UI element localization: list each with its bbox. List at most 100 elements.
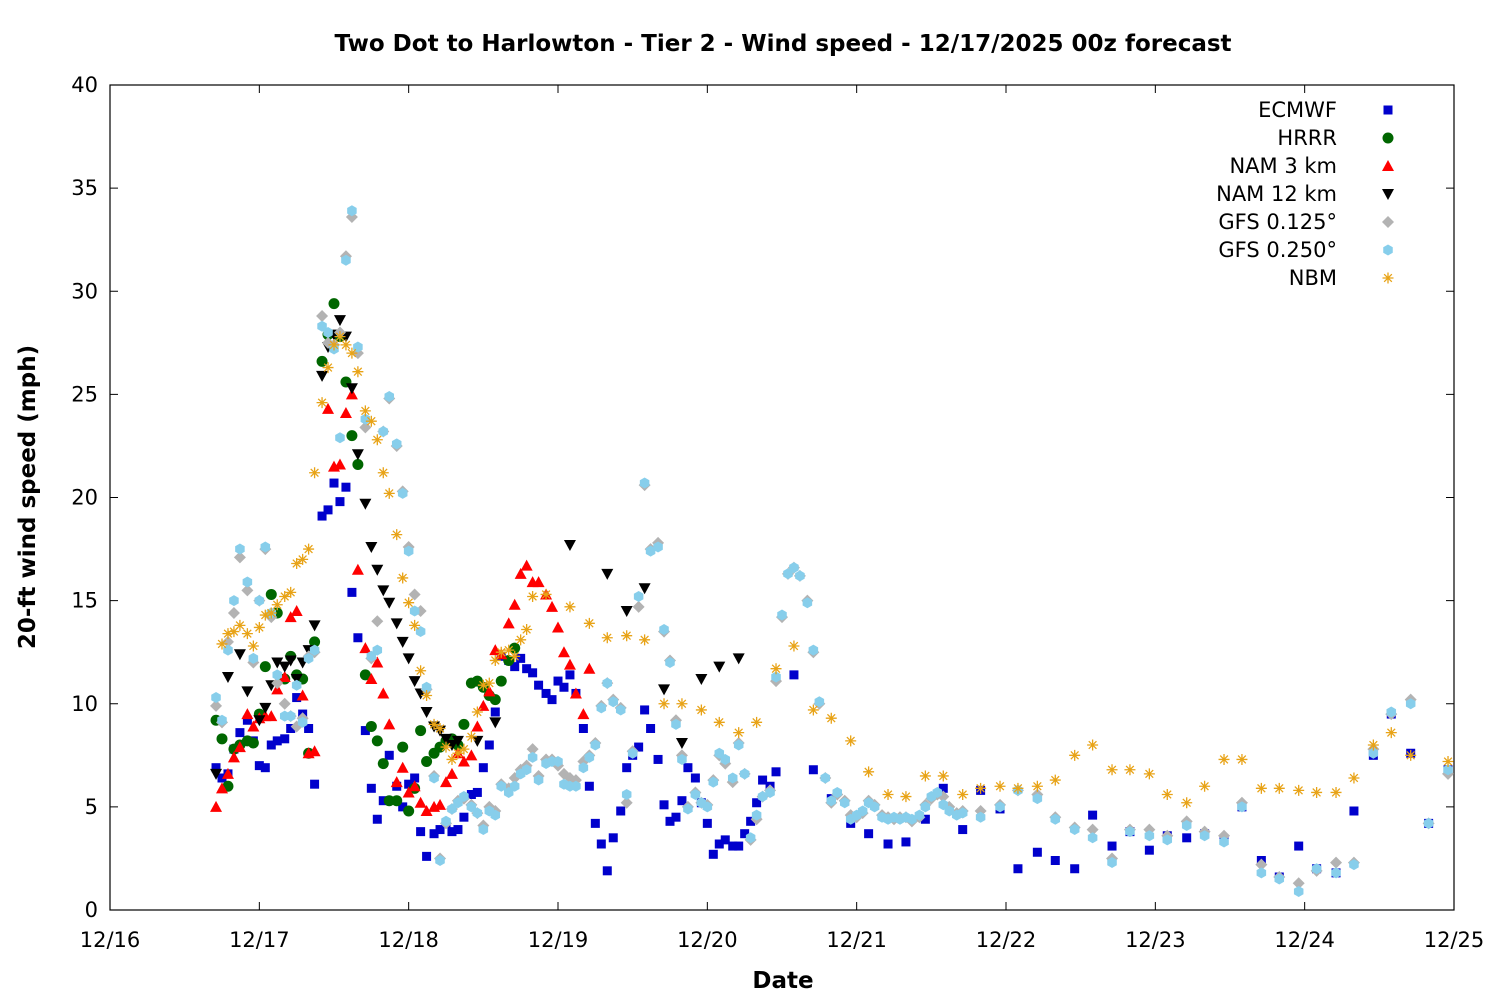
ecmwf-point [578,724,588,733]
gfs-0-250-point [771,671,781,683]
nbm-point [222,628,234,640]
nbm-point [1049,774,1061,786]
gfs-0-250-point [777,609,787,621]
gfs-0-125-point [210,699,223,712]
nbm-point [465,731,477,743]
nbm-point [1385,727,1397,739]
gfs-0-250-point [466,801,477,813]
nbm-point [1124,764,1136,776]
ecmwf-point [646,724,656,733]
nbm-point [297,553,309,565]
nam-3-km-point [420,805,433,816]
ecmwf-point [1032,847,1042,857]
nam-3-km-point [402,786,415,798]
nbm-point [247,640,259,652]
gfs-0-250-point [366,650,377,662]
nam-3-km-point [241,708,254,720]
nbm-point [365,415,377,427]
gfs-0-250-point [932,786,943,798]
gfs-0-250-point [217,714,227,726]
gfs-0-250-point [1331,867,1341,879]
nbm-point [446,753,458,765]
nbm-point [397,572,409,584]
nbm-point [521,624,533,635]
gfs-0-125-point [1292,877,1305,890]
gfs-0-250-point [260,541,271,553]
nbm-point [216,638,228,650]
ecmwf-point [720,835,730,845]
nbm-point [515,634,527,646]
hrrr-point [346,430,358,442]
gfs-0-250-point [608,696,619,708]
gfs-0-250-point [671,718,681,730]
y-axis-label: 20-ft wind speed (mph) [15,345,41,649]
nbm-point [253,621,265,633]
nam-12-km-point [563,539,576,551]
gfs-0-250-point [578,762,589,774]
nbm-point [601,632,613,644]
gfs-0-250-point [441,815,451,827]
nbm-point [639,634,651,646]
nbm-point [825,712,837,724]
gfs-0-250-point [733,739,744,751]
gfs-0-250-point [1256,867,1267,879]
ecmwf-point [378,796,388,806]
legend-marker-nbm [1382,272,1394,284]
legend-marker-gfs-0-125 [1382,216,1394,228]
gfs-0-250-point [1293,885,1304,897]
nbm-point [807,704,819,716]
ecmwf-point [683,763,693,773]
gfs-0-125-point [632,600,645,613]
gfs-0-250-point [397,487,408,499]
nam-12-km-point [316,370,329,382]
nam-3-km-point [508,598,521,610]
gfs-0-250-point [645,545,656,557]
gfs-0-250-point [802,597,813,609]
ecmwf-point [435,825,445,835]
nam-3-km-point [563,658,576,670]
nbm-point [383,487,395,499]
nbm-point [1442,756,1454,767]
hrrr-point [489,694,501,706]
ecmwf-point [211,763,221,773]
gfs-0-250-point [335,432,345,444]
gfs-0-250-point [521,764,532,776]
nbm-point [1236,753,1248,765]
ecmwf-point [1013,864,1023,874]
nam-3-km-point [383,718,396,730]
nbm-point [483,677,495,689]
gfs-0-250-point [665,657,675,668]
nbm-point [303,543,315,555]
ecmwf-point [266,740,276,750]
hrrr-point [377,758,389,770]
nam-3-km-point [502,617,515,629]
ecmwf-point [416,827,426,837]
gfs-0-250-point [391,438,402,450]
nam-12-km-point [308,620,321,632]
gfs-0-250-point [765,786,775,798]
gfs-0-250-point [677,753,687,765]
nbm-point [471,706,483,718]
gfs-0-125-point [278,697,291,710]
gfs-0-250-point [720,753,731,765]
nbm-point [340,339,352,351]
gfs-0-250-point [571,780,581,792]
hrrr-point [352,459,364,470]
nbm-point [1069,749,1081,761]
nam-12-km-point [658,684,671,696]
ecmwf-point [1088,810,1098,820]
nbm-point [527,591,539,602]
ecmwf-point [702,818,712,828]
gfs-0-250-point [683,803,693,815]
gfs-0-125-point [227,607,240,619]
nbm-point [994,780,1006,792]
gfs-0-250-point [832,786,843,798]
ecmwf-point [429,829,439,839]
gfs-0-250-point [372,644,383,656]
ecmwf-point [242,715,252,725]
ecmwf-point [329,478,339,488]
hrrr-point [403,805,415,817]
nam-12-km-point [333,315,346,327]
nam-12-km-point [620,605,633,617]
nam-3-km-point [227,751,240,763]
